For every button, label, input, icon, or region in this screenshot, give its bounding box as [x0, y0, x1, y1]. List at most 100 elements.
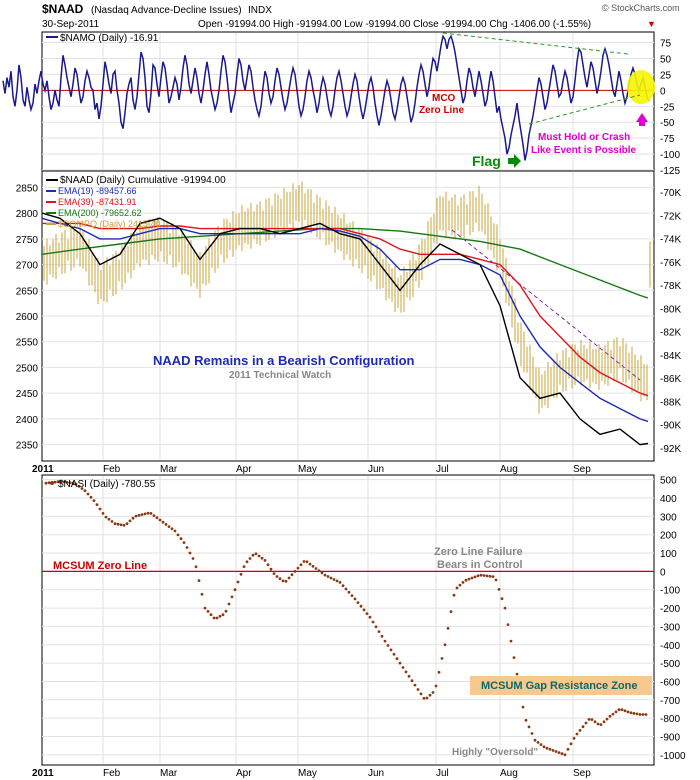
resistance-zone — [470, 676, 652, 695]
nasi-point — [350, 594, 354, 597]
month-label: Sep — [573, 768, 591, 779]
nasi-point — [593, 720, 597, 724]
nasi-point — [62, 480, 66, 484]
nasi-point — [365, 612, 369, 615]
nasi-point — [215, 616, 219, 620]
naad-right-tick: -78K — [660, 281, 681, 292]
nasi-point — [287, 576, 291, 580]
month-label: Apr — [236, 464, 252, 475]
namo-layer — [2, 34, 654, 161]
nasi-point — [386, 644, 390, 647]
nasi-point — [224, 609, 228, 613]
nasi-point — [617, 708, 621, 712]
nasi-point — [482, 574, 486, 577]
nasi-point — [95, 503, 99, 506]
nasi-point — [536, 741, 540, 744]
flag-arrow-icon — [508, 154, 521, 168]
nasi-point — [254, 552, 258, 556]
nasi-point — [284, 579, 288, 583]
nasi-point — [149, 512, 153, 515]
nasi-point — [503, 606, 507, 610]
naad-right-tick: -86K — [660, 374, 681, 385]
mco-label-line1: MCO — [432, 93, 456, 104]
nasi-point — [506, 623, 510, 626]
nasi-point — [143, 512, 147, 516]
nasi-point — [359, 604, 363, 608]
nasi-point — [545, 746, 549, 750]
nasi-point — [155, 516, 159, 520]
nasi-point — [296, 566, 300, 570]
naad-right-tick: -76K — [660, 258, 681, 269]
nasi-point — [176, 533, 180, 537]
nasi-point — [167, 525, 171, 528]
nasi-point — [245, 560, 249, 564]
upper-trendline — [442, 32, 629, 55]
date-label: 30-Sep-2011 — [42, 19, 100, 30]
naad-left-tick: 2650 — [16, 286, 39, 297]
nasi-point — [533, 738, 537, 742]
nasi-point — [227, 602, 231, 606]
nasi-point — [77, 484, 81, 488]
nasi-point — [209, 613, 213, 617]
nasi-point — [428, 693, 432, 697]
nasi-point — [152, 514, 156, 517]
namo-y-tick: 75 — [660, 39, 672, 50]
nasi-point — [242, 565, 246, 568]
nasi-point — [554, 750, 558, 753]
nasi-point — [314, 567, 318, 570]
nasi-point — [461, 581, 465, 584]
month-label: Jul — [436, 464, 449, 475]
month-label: Jun — [368, 768, 384, 779]
nasi-point — [308, 562, 312, 566]
nasi-point — [407, 674, 411, 678]
nasi-point — [341, 584, 345, 588]
nasi-point — [233, 588, 237, 592]
ema19-legend: EMA(19) -89457.66 — [58, 186, 137, 196]
nasi-point — [53, 480, 57, 484]
nasi-point — [494, 578, 498, 582]
namo-y-tick: -75 — [660, 134, 675, 145]
nasi-point — [608, 714, 612, 718]
mco-label: MCO Zero Line — [419, 93, 464, 116]
nasi-y-tick: 200 — [660, 531, 677, 542]
nasi-point — [581, 725, 585, 729]
must-hold-line2: Like Event is Possible — [531, 145, 636, 156]
nasi-point — [425, 696, 429, 700]
axis-layer: Feb Feb Mar Mar Apr Apr May May Jun Jun Jul Jul Aug A… — [16, 39, 686, 779]
nasi-point — [47, 481, 51, 485]
nasi-legend: $NASI (Daily) -780.55 — [58, 479, 156, 490]
nasi-point — [578, 729, 582, 732]
nasi-point — [305, 560, 309, 564]
nasi-point — [596, 722, 600, 726]
nasi-point — [218, 614, 222, 618]
naad-left-tick: 2700 — [16, 261, 39, 272]
month-label: Sep — [573, 464, 591, 475]
nasi-point — [182, 541, 186, 544]
namo-y-tick: -100 — [660, 150, 680, 161]
nasi-point — [557, 751, 561, 754]
month-label: Feb — [103, 768, 121, 779]
nasi-point — [602, 720, 606, 724]
nasi-point — [626, 710, 630, 714]
naad-right-tick: -84K — [660, 351, 681, 362]
nasi-point — [275, 575, 279, 578]
nasi-point — [59, 480, 63, 483]
namo-y-tick: -125 — [660, 166, 680, 177]
nasi-y-tick: -400 — [660, 641, 680, 652]
nasi-point — [44, 481, 48, 485]
naad-left-tick: 2550 — [16, 338, 39, 349]
nasi-point — [440, 657, 444, 660]
nasi-point — [395, 657, 399, 661]
year-label-bottom: 2011 — [32, 768, 54, 779]
oversold-label: Highly "Oversold" — [452, 747, 538, 758]
naad-right-tick: -74K — [660, 235, 681, 246]
namo-y-tick: -50 — [660, 118, 675, 129]
nasi-point — [521, 705, 525, 709]
nasi-point — [311, 564, 315, 568]
naad-right-tick: -92K — [660, 444, 681, 455]
nasi-point — [446, 626, 450, 630]
highlight-ellipse — [627, 70, 655, 104]
nasi-point — [65, 481, 69, 484]
quote-line: Open -91994.00 High -91994.00 Low -91994… — [198, 19, 591, 30]
nasi-point — [251, 553, 255, 557]
